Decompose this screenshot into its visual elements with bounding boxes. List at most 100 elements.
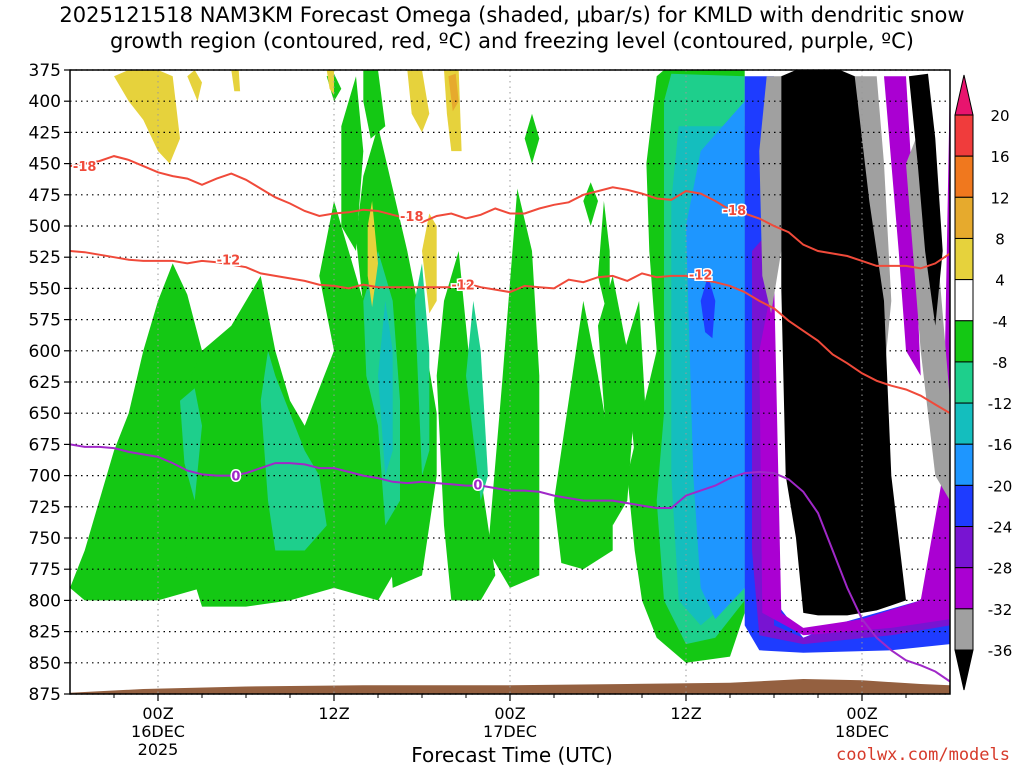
chart-title-line1: 2025121518 NAM3KM Forecast Omega (shaded… xyxy=(59,3,965,27)
colorbar-swatch-11 xyxy=(954,567,974,610)
shade-region-9-0 xyxy=(114,70,180,164)
colorbar-swatch-1 xyxy=(954,155,974,198)
y-tick-label-13: 700 xyxy=(29,467,61,487)
dotted-grid xyxy=(70,69,950,695)
shade-region-0-7 xyxy=(598,275,635,526)
shade-region-9-5 xyxy=(367,201,378,308)
colorbar-label-10: -24 xyxy=(988,519,1013,537)
shade-region-9-2 xyxy=(231,70,241,92)
shade-region-0-6 xyxy=(554,300,613,570)
colorbar-swatch-3 xyxy=(954,237,974,281)
x-tick-label-4: 00Z xyxy=(846,704,877,723)
colorbar-swatch-7 xyxy=(954,402,974,445)
y-tick-label-9: 600 xyxy=(29,342,61,362)
y-axis-pressure: 375 400 425 450 475 500 525 550 575 600 625 650 675 7… xyxy=(29,61,70,705)
y-tick-label-14: 725 xyxy=(29,498,61,518)
contour-line-1 xyxy=(70,250,950,415)
y-tick-label-8: 575 xyxy=(29,311,61,331)
colorbar-bottom-triangle xyxy=(954,649,974,691)
shade-region-9-7 xyxy=(326,70,334,95)
y-tick-label-3: 450 xyxy=(29,155,61,175)
shade-region-0-0 xyxy=(70,263,232,601)
y-tick-label-1: 400 xyxy=(29,92,61,112)
x-tick-date-4: 18DEC xyxy=(835,722,889,741)
shade-region-0-3 xyxy=(341,76,364,251)
shade-region-1-1 xyxy=(260,350,327,551)
x-tick-label-1: 12Z xyxy=(318,704,349,723)
shade-region-2-0 xyxy=(378,300,393,476)
contour-line-0 xyxy=(70,155,950,270)
colorbar-label-1: 16 xyxy=(990,148,1009,166)
y-tick-label-0: 375 xyxy=(29,61,61,81)
colorbar-label-3: 8 xyxy=(995,230,1005,248)
contour-label-0-2: -18 xyxy=(723,204,747,219)
y-tick-label-5: 500 xyxy=(29,217,61,237)
y-tick-label-19: 850 xyxy=(29,654,61,674)
y-tick-label-20: 875 xyxy=(29,685,61,705)
colorbar-swatch-5 xyxy=(954,320,974,363)
colorbar-label-8: -16 xyxy=(988,436,1013,454)
shade-region-9-1 xyxy=(187,70,202,102)
y-tick-label-12: 675 xyxy=(29,435,61,455)
x-axis-title: Forecast Time (UTC) xyxy=(411,743,613,767)
colorbar-top-triangle xyxy=(954,74,974,116)
temperature-contours: -18 -18 -18 -12 -12 -12 0 0 xyxy=(70,155,950,683)
contour-label-0-0: -18 xyxy=(73,160,97,175)
y-tick-label-16: 775 xyxy=(29,560,61,580)
y-tick-label-4: 475 xyxy=(29,186,61,206)
site-credit: coolwx.com/models xyxy=(836,745,1010,765)
shade-region-0-10 xyxy=(524,113,540,164)
y-tick-label-10: 625 xyxy=(29,373,61,393)
y-tick-label-18: 825 xyxy=(29,623,61,643)
x-tick-label-2: 00Z xyxy=(494,704,525,723)
contour-label-1-2: -12 xyxy=(689,269,713,284)
shade-region-0-1 xyxy=(180,201,393,607)
colorbar-label-7: -12 xyxy=(988,395,1013,413)
y-tick-label-17: 800 xyxy=(29,591,61,611)
shade-region-0-4 xyxy=(436,251,496,601)
colorbar-label-11: -28 xyxy=(988,560,1013,578)
contour-label-2-1: 0 xyxy=(473,478,482,493)
colorbar-swatch-0 xyxy=(954,114,974,157)
y-tick-label-7: 550 xyxy=(29,279,61,299)
colorbar-swatch-12 xyxy=(954,608,974,651)
contour-line-2 xyxy=(70,443,950,683)
contour-label-0-1: -18 xyxy=(400,210,424,225)
y-tick-label-6: 525 xyxy=(29,248,61,268)
colorbar-swatch-9 xyxy=(954,484,974,528)
y-tick-label-15: 750 xyxy=(29,529,61,549)
colorbar-legend: 20 16 12 8 4 -4 -8 -12 -16 -20 -24 -28 -32 -36 xyxy=(954,74,1013,691)
contour-label-1-1: -12 xyxy=(451,279,475,294)
shade-region-6-1 xyxy=(884,76,921,376)
colorbar-swatch-8 xyxy=(954,443,974,486)
colorbar-swatch-4 xyxy=(954,279,974,322)
y-tick-label-2: 425 xyxy=(29,123,61,143)
x-tick-date-2: 17DEC xyxy=(483,722,537,741)
colorbar-swatch-10 xyxy=(954,526,974,569)
shade-region-9-3 xyxy=(407,70,430,133)
shade-region-10-0 xyxy=(448,73,459,112)
contour-label-2-0: 0 xyxy=(231,470,240,485)
colorbar-label-4: 4 xyxy=(995,272,1005,290)
shade-region-1-3 xyxy=(414,263,430,476)
colorbar-label-6: -8 xyxy=(993,354,1008,372)
colorbar-label-9: -20 xyxy=(988,477,1013,495)
x-tick-label-0: 00Z xyxy=(142,704,173,723)
colorbar-swatch-6 xyxy=(954,361,974,404)
x-tick-label-3: 12Z xyxy=(670,704,701,723)
colorbar-label-5: -4 xyxy=(993,313,1008,331)
shade-region-8-0 xyxy=(781,70,906,616)
colorbar-label-2: 12 xyxy=(990,189,1009,207)
shade-region-0-13 xyxy=(363,70,386,139)
colorbar-label-12: -32 xyxy=(988,601,1013,619)
x-tick-year-0: 2025 xyxy=(138,740,179,759)
colorbar-swatch-2 xyxy=(954,196,974,239)
x-tick-date-0: 16DEC xyxy=(131,722,185,741)
contour-label-1-0: -12 xyxy=(217,254,241,269)
colorbar-label-13: -36 xyxy=(988,642,1013,660)
chart-title-line2: growth region (contoured, red, ºC) and f… xyxy=(110,29,914,53)
y-tick-label-11: 650 xyxy=(29,404,61,424)
shade-region-4-0 xyxy=(700,275,716,339)
